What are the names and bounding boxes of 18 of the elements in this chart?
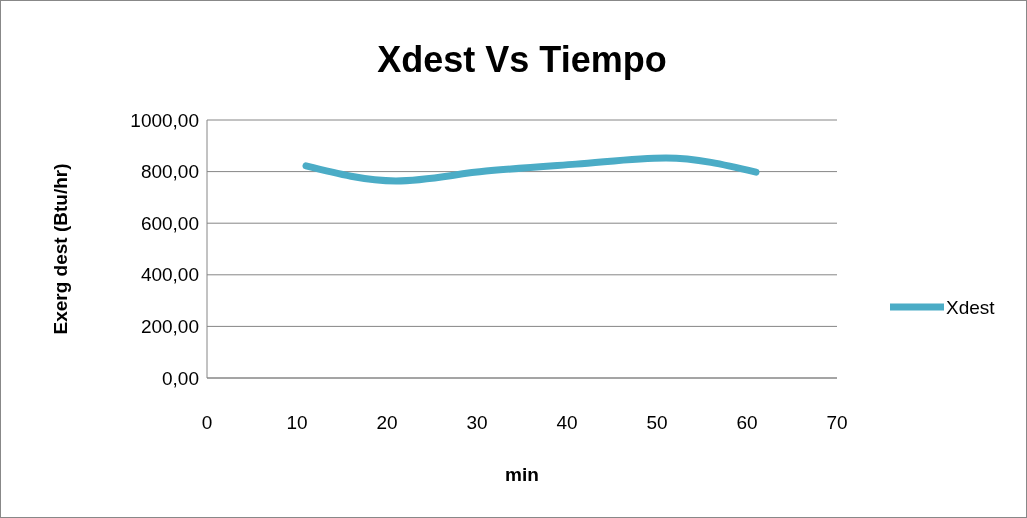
chart-title: Xdest Vs Tiempo	[377, 39, 667, 80]
x-tick-label: 60	[736, 412, 758, 433]
x-tick-label: 50	[646, 412, 668, 433]
y-tick-label: 0,00	[162, 367, 199, 389]
x-tick-label: 70	[826, 412, 848, 433]
y-tick-label: 1000,00	[130, 109, 199, 131]
x-axis-title: min	[505, 464, 539, 485]
x-tick-label: 10	[286, 412, 308, 433]
x-tick-label: 20	[376, 412, 398, 433]
y-tick-label: 400,00	[140, 264, 199, 286]
y-tick-label: 200,00	[140, 316, 199, 338]
y-tick-label: 600,00	[140, 212, 199, 234]
y-tick-label: 800,00	[140, 161, 199, 183]
legend-label: Xdest	[946, 296, 996, 318]
x-tick-label: 30	[466, 412, 488, 433]
x-tick-label: 0	[201, 412, 213, 433]
y-axis-title: Exerg dest (Btu/hr)	[50, 163, 71, 335]
x-tick-label: 40	[556, 412, 578, 433]
